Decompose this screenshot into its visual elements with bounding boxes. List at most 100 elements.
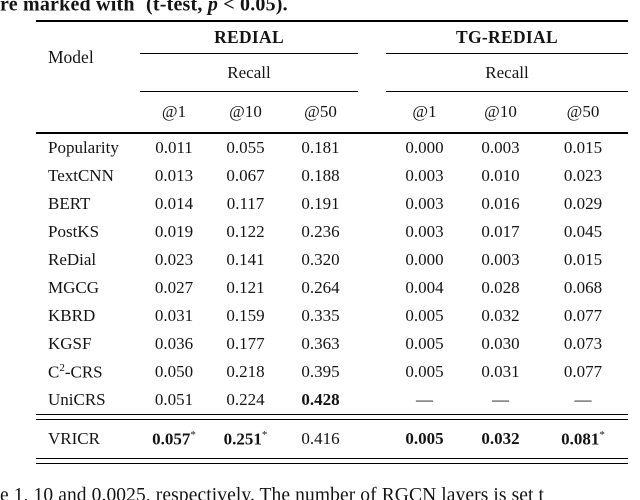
highlight-row-container: VRICR 0.057* 0.251* 0.416 0.005 0.032 0.081* (36, 420, 628, 458)
value-cell: 0.031 (481, 362, 520, 382)
value-cell: 0.010 (481, 166, 520, 186)
table-row: BERT 0.014 0.117 0.191 0.003 0.016 0.029 (36, 190, 628, 218)
value-cell: 0.363 (301, 334, 340, 354)
model-name: BERT (48, 194, 91, 214)
metric-header-tg-redial: Recall (485, 62, 529, 82)
value-cell: 0.000 (405, 250, 444, 270)
caption-bottom: e 1, 10 and 0.0025, respectively. The nu… (0, 485, 545, 500)
caption-top: re marked with* (t-test, p < 0.05). (0, 0, 288, 17)
value-cell: 0.395 (301, 362, 340, 382)
k-header-row: @1 @10 @50 @1 @10 @50 (36, 92, 628, 132)
value-cell: — (574, 390, 592, 410)
value-cell: 0.003 (481, 250, 520, 270)
value-cell: — (416, 390, 433, 410)
table-row-highlight: VRICR 0.057* 0.251* 0.416 0.005 0.032 0.081* (36, 420, 628, 458)
group-header-redial: REDIAL (214, 27, 284, 47)
model-name: MGCG (48, 278, 100, 298)
model-name: VRICR (48, 429, 100, 449)
value-cell: 0.067 (226, 166, 265, 186)
value-cell: 0.031 (154, 306, 194, 326)
value-cell: 0.003 (481, 138, 520, 158)
value-cell: 0.320 (301, 250, 340, 270)
value-cell: 0.224 (226, 390, 265, 410)
value-cell: 0.191 (301, 194, 340, 214)
value-cell: 0.005 (405, 429, 444, 449)
value-cell: 0.050 (154, 362, 194, 382)
value-cell: 0.051 (154, 390, 194, 410)
model-name: C2-CRS (48, 362, 103, 382)
value-cell: 0.000 (405, 138, 444, 158)
value-cell: 0.005 (405, 306, 444, 326)
value-cell: 0.181 (301, 138, 340, 158)
cmidrule-row-1 (36, 53, 628, 55)
value-cell: 0.023 (563, 166, 603, 186)
value-cell: 0.057* (152, 429, 196, 449)
value-cell: 0.029 (563, 194, 603, 214)
value-cell: 0.141 (226, 250, 265, 270)
caption-top-mid: (t-test, (140, 0, 208, 16)
value-cell: 0.177 (226, 334, 265, 354)
table-row: PostKS 0.019 0.122 0.236 0.003 0.017 0.045 (36, 218, 628, 246)
group-header-tg-redial: TG-REDIAL (456, 27, 558, 47)
model-name: KGSF (48, 334, 92, 354)
caption-top-rest: < 0.05). (218, 0, 288, 16)
value-cell: 0.032 (481, 429, 520, 449)
metric-header-row: Recall Recall (36, 54, 628, 91)
results-table: Model REDIAL TG-REDIAL Recall Recall (36, 20, 628, 465)
value-cell: 0.068 (563, 278, 603, 298)
value-cell: 0.428 (301, 390, 340, 410)
column-header-tg-at1: @1 (412, 102, 437, 122)
caption-top-pvalue: p (207, 0, 219, 16)
value-cell: 0.045 (563, 222, 603, 242)
value-cell: 0.159 (226, 306, 265, 326)
value-cell: 0.017 (481, 222, 520, 242)
value-cell: 0.073 (563, 334, 603, 354)
caption-top-asterisk: * (135, 0, 141, 6)
value-cell: 0.032 (481, 306, 520, 326)
table-row: TextCNN 0.013 0.067 0.188 0.003 0.010 0.023 (36, 162, 628, 190)
column-header-tg-at10: @10 (484, 102, 517, 122)
caption-top-prefix: re marked with (0, 0, 135, 16)
model-name: UniCRS (48, 390, 106, 410)
value-cell: 0.117 (226, 194, 265, 214)
table-top-rule (36, 20, 628, 22)
value-cell: 0.028 (481, 278, 520, 298)
value-cell: 0.013 (154, 166, 194, 186)
value-cell: 0.011 (155, 138, 193, 158)
value-cell: 0.036 (154, 334, 194, 354)
cmidrule-redial (140, 53, 358, 55)
value-cell: 0.023 (154, 250, 194, 270)
value-cell: 0.416 (301, 429, 340, 449)
value-cell: 0.014 (154, 194, 194, 214)
table-row: Popularity 0.011 0.055 0.181 0.000 0.003 0.015 (36, 134, 628, 162)
value-cell: 0.122 (226, 222, 265, 242)
cmidrule-tg-redial-2 (386, 91, 628, 93)
cmidrule-redial-2 (140, 91, 358, 93)
value-cell: 0.005 (405, 362, 444, 382)
table-header: Model REDIAL TG-REDIAL Recall Recall (36, 22, 628, 135)
table-row: ReDial 0.023 0.141 0.320 0.000 0.003 0.015 (36, 246, 628, 274)
table-row: KBRD 0.031 0.159 0.335 0.005 0.032 0.077 (36, 302, 628, 330)
column-header-redial-at50: @50 (304, 102, 337, 122)
value-cell: 0.003 (405, 222, 444, 242)
value-cell: 0.003 (405, 194, 444, 214)
column-header-redial-at1: @1 (161, 102, 187, 122)
value-cell: — (492, 390, 509, 410)
table-row: UniCRS 0.051 0.224 0.428 — — — (36, 386, 628, 414)
value-cell: 0.027 (154, 278, 194, 298)
model-name: Popularity (48, 138, 119, 158)
value-cell: 0.003 (405, 166, 444, 186)
value-cell: 0.236 (301, 222, 340, 242)
value-cell: 0.015 (563, 250, 603, 270)
value-cell: 0.015 (563, 138, 603, 158)
value-cell: 0.251* (223, 429, 268, 449)
value-cell: 0.264 (301, 278, 340, 298)
value-cell: 0.005 (405, 334, 444, 354)
value-cell: 0.077 (563, 306, 603, 326)
table-body: Popularity 0.011 0.055 0.181 0.000 0.003 0.015… (36, 134, 628, 414)
cmidrule-tg-redial (386, 53, 628, 55)
header-bottom-rule (36, 132, 628, 135)
model-name: ReDial (48, 250, 97, 270)
value-cell: 0.121 (226, 278, 265, 298)
